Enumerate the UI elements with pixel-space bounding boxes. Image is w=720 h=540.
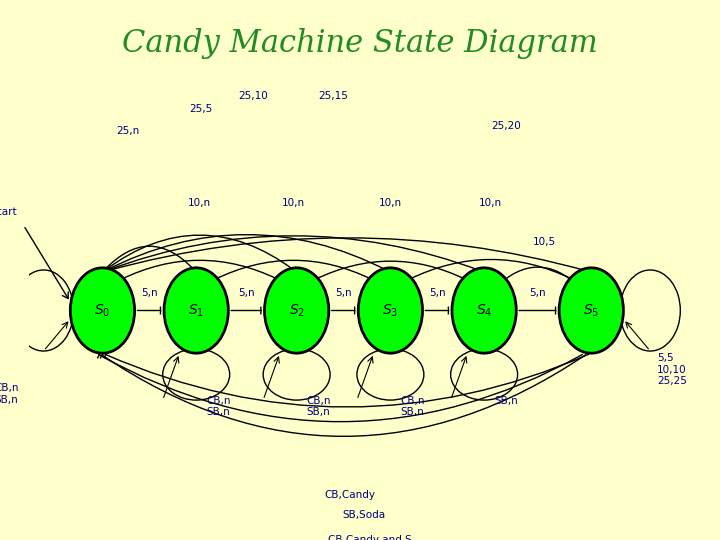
Ellipse shape — [452, 268, 516, 353]
Text: 10,5: 10,5 — [533, 237, 556, 246]
Text: $S_{{3}}$: $S_{{3}}$ — [382, 302, 398, 319]
Text: 5,n: 5,n — [336, 288, 352, 298]
Text: 25,5: 25,5 — [189, 104, 212, 114]
Text: 25,n: 25,n — [116, 126, 139, 136]
Text: 10,n: 10,n — [188, 198, 211, 208]
Text: 5,n: 5,n — [429, 288, 446, 298]
Text: $S_{{2}}$: $S_{{2}}$ — [289, 302, 305, 319]
Text: CB,n
SB,n: CB,n SB,n — [400, 396, 425, 417]
Ellipse shape — [264, 268, 329, 353]
Text: 25,10: 25,10 — [238, 91, 268, 102]
Text: 5,n: 5,n — [238, 288, 255, 298]
Text: 25,20: 25,20 — [491, 122, 521, 131]
Text: 10,n: 10,n — [379, 198, 402, 208]
Text: $S_{{1}}$: $S_{{1}}$ — [188, 302, 204, 319]
Text: 5,5
10,10
25,25: 5,5 10,10 25,25 — [657, 353, 687, 386]
Text: CB,n
SB,n: CB,n SB,n — [206, 396, 230, 417]
Ellipse shape — [559, 268, 624, 353]
Text: 25,15: 25,15 — [318, 91, 348, 102]
Text: 5,n: 5,n — [529, 288, 546, 298]
Text: CB,n
SB,n: CB,n SB,n — [307, 396, 331, 417]
Text: Start: Start — [0, 207, 17, 217]
Ellipse shape — [164, 268, 228, 353]
Text: CB,Candy: CB,Candy — [325, 490, 376, 501]
Text: $S_{{4}}$: $S_{{4}}$ — [476, 302, 492, 319]
Ellipse shape — [71, 268, 135, 353]
Text: $S_{{0}}$: $S_{{0}}$ — [94, 302, 111, 319]
Text: $S_{{5}}$: $S_{{5}}$ — [583, 302, 599, 319]
Text: 10,n: 10,n — [282, 198, 305, 208]
Text: 5,n: 5,n — [141, 288, 158, 298]
Ellipse shape — [359, 268, 423, 353]
Text: CB,n
SB,n: CB,n SB,n — [0, 383, 19, 404]
Text: 10,n: 10,n — [480, 198, 503, 208]
Text: SB,Soda: SB,Soda — [342, 510, 385, 519]
Text: SB,n: SB,n — [494, 396, 518, 406]
Text: CB,Candy and S: CB,Candy and S — [328, 535, 412, 540]
Text: Candy Machine State Diagram: Candy Machine State Diagram — [122, 28, 598, 59]
